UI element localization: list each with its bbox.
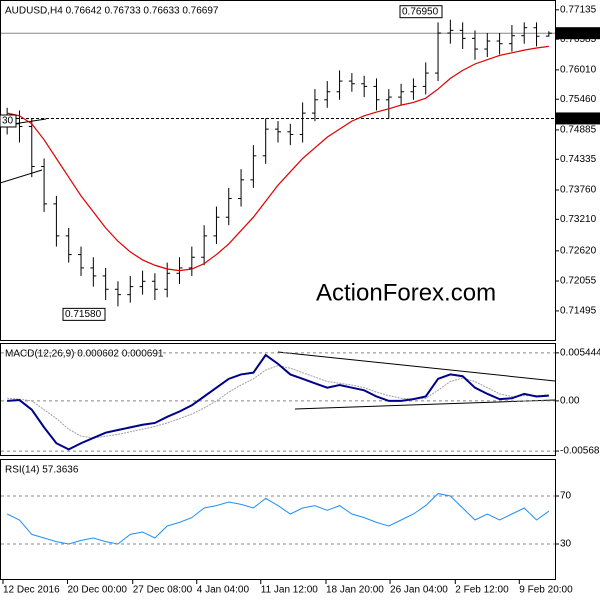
price-marker-box (556, 27, 600, 40)
panel-title: AUDUSD,H4 0.76642 0.76733 0.76633 0.7669… (5, 6, 219, 17)
trendline (294, 399, 556, 410)
watermark: ActionForex.com (316, 279, 496, 306)
y-tick-label: 0.73210 (560, 214, 597, 225)
y-tick-label: 0.74335 (560, 154, 597, 165)
y-tick-label: 0.73760 (560, 185, 597, 196)
x-tick-label: 9 Feb 20:00 (519, 585, 573, 596)
y-tick-label: 30 (560, 539, 572, 550)
annotation-box (399, 5, 443, 19)
x-tick-label: 26 Jan 04:00 (390, 585, 448, 596)
annotation-label: 0.71580 (65, 309, 102, 320)
y-tick-label: 0.76010 (560, 65, 597, 76)
annotation-box (62, 307, 106, 321)
x-tick-label: 18 Jan 20:00 (326, 585, 384, 596)
y-tick-label: 0.72055 (560, 276, 597, 287)
y-tick-label: 0.005444 (560, 348, 600, 359)
x-tick-label: 12 Dec 2016 (3, 585, 60, 596)
price-panel (0, 0, 556, 341)
x-tick-label: 20 Dec 00:00 (67, 585, 127, 596)
x-tick-label: 2 Feb 12:00 (455, 585, 509, 596)
x-tick-label: 11 Jan 12:00 (261, 585, 319, 596)
trendline (277, 351, 556, 382)
panel-title: RSI(14) 57.3636 (5, 465, 79, 476)
y-tick-label: 0.75460 (560, 94, 597, 105)
annotation-box (0, 114, 17, 128)
macd-line (7, 353, 549, 451)
price-marker-label: 0.75100 (559, 113, 596, 124)
signal-line (7, 365, 549, 439)
macd-panel (0, 343, 556, 456)
moving-average (7, 45, 549, 272)
y-tick-label: -0.005685 (560, 446, 600, 457)
y-tick-label: 70 (560, 491, 572, 502)
y-tick-label: 0.72620 (560, 245, 597, 256)
x-tick-label: 4 Jan 04:00 (197, 585, 250, 596)
panel-title: MACD(12,26,9) 0.000602 0.000691 (5, 349, 164, 360)
rsi-panel (0, 459, 556, 580)
y-tick-label: 0.77135 (560, 4, 597, 15)
trendline (0, 169, 43, 184)
annotation-label: 0.76950 (402, 6, 439, 17)
y-tick-label: 0.71495 (560, 306, 597, 317)
y-tick-label: 0.76585 (560, 34, 597, 45)
price-marker-box (556, 112, 600, 125)
price-marker-label: 0.76697 (559, 28, 596, 39)
rsi-line (6, 493, 550, 545)
y-tick-label: 0.74885 (560, 125, 597, 136)
x-tick-label: 27 Dec 08:00 (133, 585, 193, 596)
y-tick-label: 0.00 (560, 396, 580, 407)
annotation-label: 30 (2, 116, 14, 127)
